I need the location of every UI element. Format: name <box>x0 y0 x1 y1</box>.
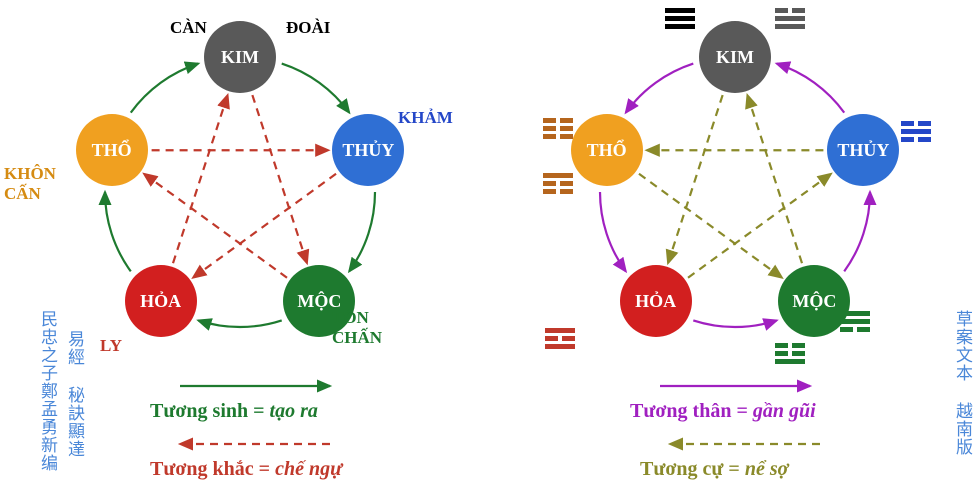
left-tuong-solid-legend-term: Tương sinh = <box>150 400 270 422</box>
right-node-tho-label: THỔ <box>587 140 627 161</box>
right-trigram-6 <box>543 118 573 142</box>
right-node-kim-label: KIM <box>716 47 754 68</box>
vertical-cjk-text-0: 民忠之子鄭孟勇新编 <box>35 310 60 472</box>
right-node-hoa-label: HỎA <box>635 291 676 312</box>
right-node-moc-label: MỘC <box>792 291 836 312</box>
right-trigram-1 <box>775 8 805 32</box>
left-tuong-solid-legend-meaning: tạo ra <box>270 400 318 422</box>
left-tuong-solid-legend: Tương sinh = tạo ra <box>150 400 318 423</box>
right-node-tho: THỔ <box>571 114 643 186</box>
right-tuong-dashed-legend-term: Tương cự = <box>640 458 745 480</box>
left-tuong-dashed-legend-term: Tương khắc = <box>150 458 275 480</box>
left-outer-label-3: TỐN CHẤN <box>332 308 382 348</box>
vertical-cjk-text-1: 易經 秘訣顯達 <box>62 330 87 458</box>
right-node-thuy: THỦY <box>827 114 899 186</box>
right-node-thuy-label: THỦY <box>837 140 889 161</box>
left-node-kim: KIM <box>204 21 276 93</box>
left-outer-label-5: KHÔN CẤN <box>4 164 56 204</box>
left-node-thuy: THỦY <box>332 114 404 186</box>
left-outer-label-2: KHẢM <box>398 108 453 128</box>
right-trigram-5 <box>545 328 575 352</box>
right-tuong-dashed-legend-meaning: nể sợ <box>745 458 789 480</box>
left-tuong-dashed-legend-meaning: chế ngự <box>275 458 342 480</box>
right-trigram-2 <box>901 121 931 145</box>
left-node-hoa: HỎA <box>125 265 197 337</box>
vertical-cjk-text-2: 草案文本 越南版 <box>950 310 975 456</box>
right-tuong-dashed-legend: Tương cự = nể sợ <box>640 458 788 481</box>
right-node-hoa: HỎA <box>620 265 692 337</box>
right-tuong-solid-legend-term: Tương thân = <box>630 400 753 422</box>
left-node-tho: THỔ <box>76 114 148 186</box>
right-trigram-4 <box>775 343 805 367</box>
left-outer-label-4: LY <box>100 336 122 356</box>
right-node-kim: KIM <box>699 21 771 93</box>
left-node-kim-label: KIM <box>221 47 259 68</box>
right-trigram-3 <box>840 311 870 335</box>
left-node-hoa-label: HỎA <box>140 291 181 312</box>
right-trigram-0 <box>665 8 695 32</box>
right-tuong-solid-legend: Tương thân = gần gũi <box>630 400 816 423</box>
left-node-thuy-label: THỦY <box>342 140 394 161</box>
left-outer-label-1: ĐOÀI <box>286 18 330 38</box>
right-tuong-solid-legend-meaning: gần gũi <box>753 400 816 422</box>
left-node-tho-label: THỔ <box>92 140 132 161</box>
left-outer-label-0: CÀN <box>170 18 207 38</box>
left-tuong-dashed-legend: Tương khắc = chế ngự <box>150 458 342 481</box>
right-trigram-7 <box>543 173 573 197</box>
